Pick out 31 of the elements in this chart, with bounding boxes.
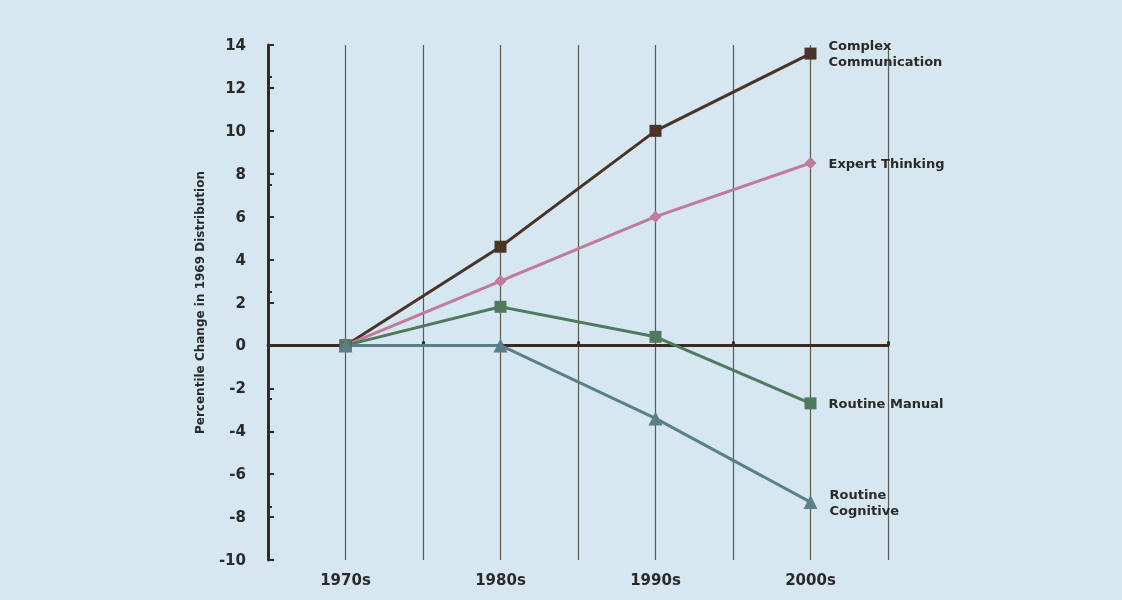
y-tick-label: 14 <box>225 36 246 54</box>
y-tick-label: 0 <box>235 336 246 355</box>
x-tick-label: 1980s <box>475 570 526 589</box>
point <box>649 124 662 137</box>
y-tick-label: -10 <box>218 551 246 569</box>
point <box>493 338 508 353</box>
x-tick-label: 1970s <box>320 570 371 589</box>
point <box>804 47 817 60</box>
y-tick-label: -6 <box>229 465 246 484</box>
y-tick-label: 10 <box>225 121 246 140</box>
y-tick-label: 8 <box>235 164 246 183</box>
y-tick-label: -8 <box>229 508 246 527</box>
y-tick-label: -4 <box>229 422 246 441</box>
x-tick-label: 2000s <box>785 570 836 589</box>
point <box>804 157 817 170</box>
point <box>649 210 662 223</box>
y-tick-label: -2 <box>229 379 246 398</box>
y-tick-label: 2 <box>235 293 246 312</box>
y-tick-label: 6 <box>235 207 246 226</box>
series-label: Routine Manual <box>828 395 944 411</box>
point <box>804 397 817 410</box>
point <box>494 240 507 253</box>
x-tick-label: 1990s <box>630 570 681 589</box>
point <box>649 330 662 343</box>
y-tick-label: 12 <box>225 78 246 97</box>
point <box>494 300 507 313</box>
point <box>494 275 507 288</box>
point <box>648 411 663 426</box>
point <box>803 495 818 510</box>
y-tick-label: 4 <box>235 250 246 269</box>
y-axis-title: Percentile Change in 1969 Distribution <box>193 171 207 434</box>
